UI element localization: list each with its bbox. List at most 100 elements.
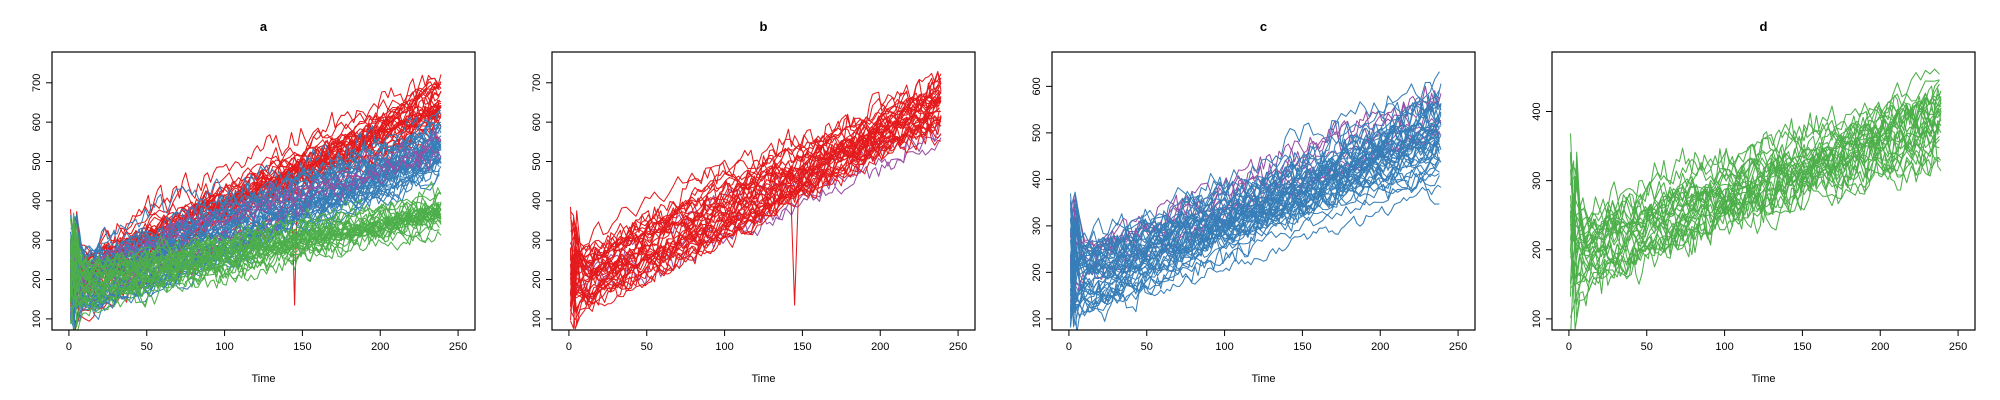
x-tick-label: 150 [1293, 341, 1311, 353]
plot-frame [51, 51, 476, 331]
chart-panel-b: 0 50 100 150 200 250 100 200 300 400 500 600 700 b Tim… [531, 19, 976, 385]
y-tick-label: 600 [531, 113, 543, 131]
x-tick-label: 50 [641, 341, 653, 353]
chart-panel-d: 0 50 100 150 200 250 100 200 300 400 d Time [1531, 19, 1976, 385]
y-tick-label: 400 [1531, 102, 1543, 120]
y-tick-label: 300 [531, 231, 543, 249]
x-axis-label: Time [251, 373, 275, 385]
series-line [69, 109, 442, 279]
x-tick-label: 0 [66, 341, 72, 353]
series-line [570, 107, 940, 281]
series-line [69, 74, 442, 293]
chart-panel-c: 0 50 100 150 200 250 100 200 300 400 500 600 c Time [1031, 19, 1476, 385]
series-line [69, 208, 440, 291]
series-line [570, 90, 942, 313]
x-tick-label: 50 [141, 341, 153, 353]
chart-title: c [1260, 19, 1267, 34]
series-group [69, 74, 442, 330]
series-line [1069, 92, 1440, 317]
series-line [1569, 92, 1942, 239]
series-line [1570, 79, 1940, 244]
series-line [69, 192, 442, 286]
series-line [1069, 105, 1440, 312]
plot-frame [1051, 51, 1476, 331]
series-line [69, 181, 442, 297]
x-tick-label: 0 [1566, 341, 1572, 353]
y-tick-label: 100 [31, 310, 43, 328]
series-line [570, 110, 940, 279]
plot-frame [1551, 51, 1976, 331]
x-tick-label: 250 [949, 341, 967, 353]
series-group [1069, 71, 1442, 330]
series-line [70, 150, 442, 308]
y-tick-label: 300 [1031, 217, 1043, 235]
y-tick-label: 300 [1531, 171, 1543, 189]
y-tick-label: 400 [531, 192, 543, 210]
series-line [569, 102, 942, 301]
x-tick-label: 250 [1949, 341, 1967, 353]
x-tick-label: 250 [1449, 341, 1467, 353]
y-tick-label: 700 [531, 74, 543, 92]
x-tick-label: 50 [1641, 341, 1653, 353]
chart-title: a [260, 19, 268, 34]
x-tick-label: 200 [1371, 341, 1389, 353]
series-line [1069, 139, 1440, 281]
y-tick-label: 600 [31, 113, 43, 131]
x-tick-label: 100 [715, 341, 733, 353]
series-line [69, 126, 440, 296]
x-tick-label: 50 [1141, 341, 1153, 353]
series-line [1569, 105, 1940, 267]
series-line [1069, 125, 1440, 251]
x-axis-label: Time [751, 373, 775, 385]
y-tick-label: 700 [31, 74, 43, 92]
series-line [570, 71, 942, 326]
y-tick-label: 500 [531, 152, 543, 170]
x-tick-label: 250 [449, 341, 467, 353]
series-line [70, 121, 442, 282]
y-tick-label: 100 [1531, 310, 1543, 328]
y-tick-label: 100 [1031, 310, 1043, 328]
y-tick-label: 200 [531, 270, 543, 288]
x-tick-label: 200 [371, 341, 389, 353]
series-line [569, 96, 942, 314]
series-line [569, 113, 942, 296]
series-line [1069, 81, 1440, 313]
y-tick-label: 200 [1531, 241, 1543, 259]
chart-title: b [760, 19, 768, 34]
series-line [570, 84, 940, 307]
series-line [1570, 68, 1940, 253]
series-line [570, 115, 940, 321]
x-tick-label: 150 [1793, 341, 1811, 353]
series-line [1069, 101, 1442, 319]
series-line [69, 203, 442, 330]
x-tick-label: 150 [793, 341, 811, 353]
x-tick-label: 0 [1066, 341, 1072, 353]
series-line [1069, 139, 1442, 327]
chart-panel-a: 0 50 100 150 200 250 100 200 300 400 500 600 700 a Tim… [31, 19, 476, 385]
series-line [1069, 121, 1440, 326]
series-line [70, 207, 440, 284]
x-tick-label: 100 [1215, 341, 1233, 353]
series-group [1569, 68, 1942, 330]
series-line [1069, 112, 1442, 311]
y-tick-label: 200 [1031, 263, 1043, 281]
series-line [570, 89, 942, 294]
y-tick-label: 400 [31, 192, 43, 210]
y-tick-label: 200 [31, 270, 43, 288]
chart-title: d [1760, 19, 1768, 34]
y-tick-label: 500 [1031, 124, 1043, 142]
x-axis-label: Time [1251, 373, 1275, 385]
y-tick-label: 100 [531, 310, 543, 328]
series-line [1070, 121, 1440, 280]
x-tick-label: 200 [1871, 341, 1889, 353]
series-line [70, 145, 440, 285]
x-tick-label: 150 [293, 341, 311, 353]
y-tick-label: 500 [31, 152, 43, 170]
series-line [1569, 83, 1940, 244]
y-tick-label: 300 [31, 231, 43, 249]
series-group [569, 70, 942, 330]
series-line [1569, 90, 1942, 270]
x-tick-label: 100 [215, 341, 233, 353]
x-tick-label: 0 [566, 341, 572, 353]
